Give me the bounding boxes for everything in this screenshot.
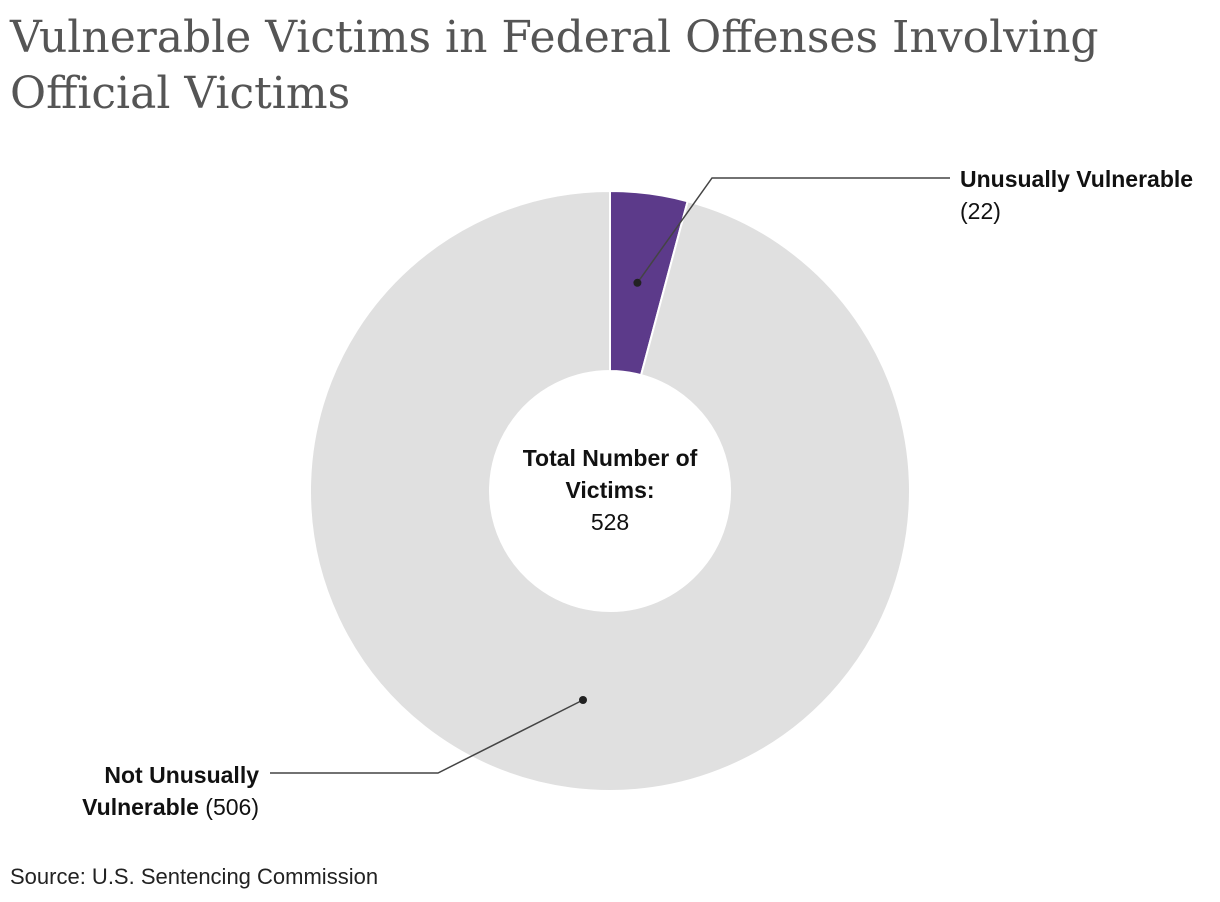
center-total: Total Number of Victims: 528 <box>490 442 730 538</box>
slice-not-unusually-vulnerable <box>309 189 911 792</box>
label-unusually-vulnerable: Unusually Vulnerable (22) <box>960 163 1193 227</box>
center-label-line-1: Total Number of <box>522 445 698 471</box>
chart-title-line-1: Vulnerable Victims in Federal Offenses I… <box>10 12 1099 63</box>
label-not-unusually-value: (506) <box>205 794 259 820</box>
label-not-unusually-vulnerable: Not Unusually Vulnerable (506) <box>82 759 259 823</box>
chart-title: Vulnerable Victims in Federal Offenses I… <box>10 10 1200 122</box>
source-note: Source: U.S. Sentencing Commission <box>10 864 379 889</box>
label-unusually-vulnerable-value: (22) <box>960 198 1001 224</box>
center-total-value: 528 <box>590 509 630 535</box>
leader-not-unusually-vulnerable-line <box>270 699 584 774</box>
label-not-unusually-line-2: Vulnerable <box>82 794 199 820</box>
center-label-line-2: Victims: <box>565 477 655 503</box>
label-not-unusually-line-1: Not Unusually <box>104 762 259 788</box>
leader-unusually-vulnerable-dot <box>633 278 642 287</box>
label-unusually-vulnerable-name: Unusually Vulnerable <box>960 166 1194 192</box>
leader-unusually-vulnerable-line <box>636 177 950 284</box>
leader-not-unusually-vulnerable-dot <box>579 696 587 704</box>
chart-title-line-2: Official Victims <box>10 68 351 119</box>
